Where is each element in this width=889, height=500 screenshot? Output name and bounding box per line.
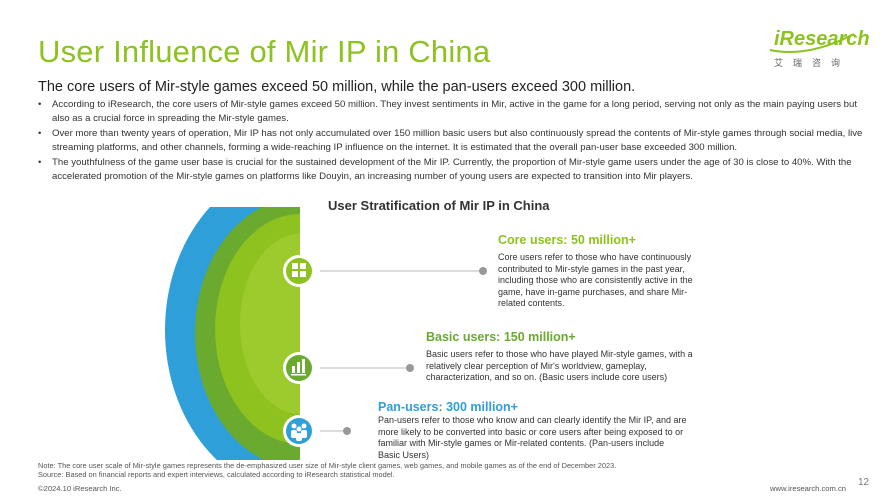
bullet-item: According to iResearch, the core users o…: [38, 98, 868, 127]
logo-swoosh-icon: [769, 33, 855, 53]
iresearch-logo: iResearch 艾瑞咨询: [768, 28, 870, 72]
core-users-heading: Core users: 50 million+: [498, 233, 636, 247]
website-link[interactable]: www.iresearch.com.cn: [770, 484, 846, 493]
page-number: 12: [858, 477, 870, 488]
bar-chart-icon: [283, 352, 315, 384]
bullet-item: The youthfulness of the game user base i…: [38, 156, 868, 185]
logo-text: iResearch: [774, 28, 870, 50]
copyright: ©2024.10 iResearch Inc.: [38, 484, 122, 493]
bullet-list: According to iResearch, the core users o…: [38, 98, 868, 184]
basic-users-heading: Basic users: 150 million+: [426, 330, 576, 344]
connector-basic-dot: [406, 364, 414, 372]
source-text: Source: Based on financial reports and e…: [38, 470, 395, 480]
people-icon: [283, 415, 315, 447]
diagram-title: User Stratification of Mir IP in China: [328, 198, 550, 213]
pan-users-heading: Pan-users: 300 million+: [378, 400, 518, 414]
connector-core-dot: [479, 267, 487, 275]
basic-users-description: Basic users refer to those who have play…: [426, 349, 693, 383]
page-subtitle: The core users of Mir-style games exceed…: [38, 79, 636, 95]
pan-users-description: Pan-users refer to those who know and ca…: [378, 415, 687, 460]
connector-pan-dot: [343, 427, 351, 435]
group-icon: [283, 255, 315, 287]
page-title: User Influence of Mir IP in China: [38, 34, 491, 69]
bullet-item: Over more than twenty years of operation…: [38, 127, 868, 156]
logo-subtext: 艾瑞咨询: [774, 58, 851, 68]
footnote: Note: The core user scale of Mir-style g…: [38, 461, 738, 480]
note-text: Note: The core user scale of Mir-style g…: [38, 461, 617, 470]
core-users-description: Core users refer to those who have conti…: [498, 252, 693, 309]
